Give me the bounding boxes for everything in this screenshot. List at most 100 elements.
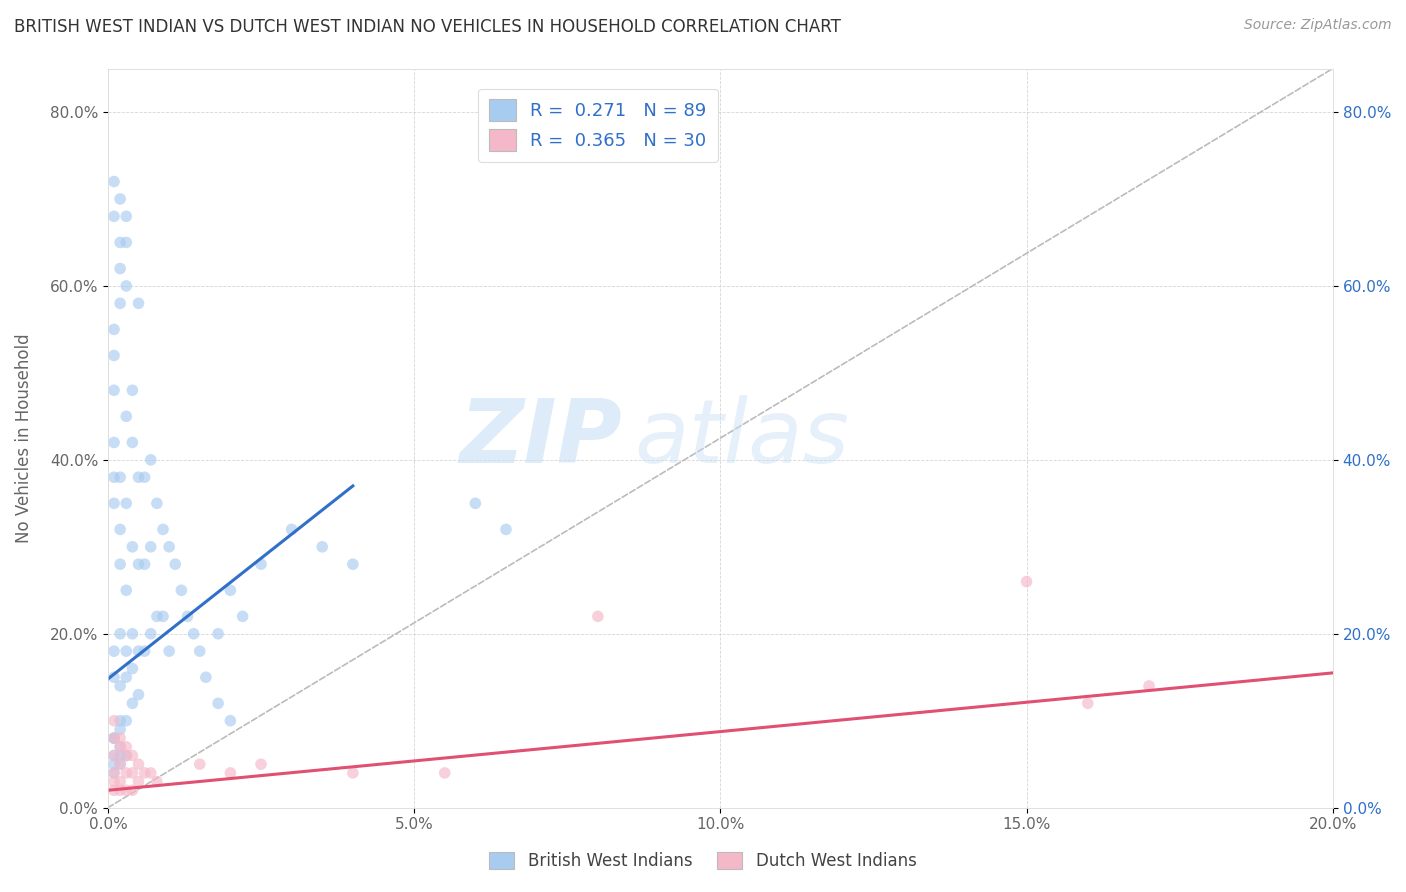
Point xyxy=(139,626,162,640)
Point xyxy=(108,261,131,276)
Point xyxy=(108,748,131,763)
Text: BRITISH WEST INDIAN VS DUTCH WEST INDIAN NO VEHICLES IN HOUSEHOLD CORRELATION CH: BRITISH WEST INDIAN VS DUTCH WEST INDIAN… xyxy=(14,18,841,36)
Point xyxy=(103,731,125,745)
Point xyxy=(115,783,138,797)
Point xyxy=(108,679,131,693)
Point xyxy=(115,644,138,658)
Point xyxy=(108,757,131,772)
Point xyxy=(115,765,138,780)
Point xyxy=(219,765,242,780)
Point xyxy=(495,523,517,537)
Point xyxy=(108,757,131,772)
Point xyxy=(108,714,131,728)
Point xyxy=(108,739,131,754)
Point xyxy=(134,558,156,572)
Point xyxy=(103,783,125,797)
Point xyxy=(103,175,125,189)
Point xyxy=(108,783,131,797)
Point xyxy=(103,349,125,363)
Point xyxy=(103,496,125,510)
Point xyxy=(115,670,138,684)
Point xyxy=(115,748,138,763)
Point xyxy=(207,626,229,640)
Point xyxy=(115,583,138,598)
Point xyxy=(115,739,138,754)
Point xyxy=(219,714,242,728)
Point xyxy=(121,435,143,450)
Point xyxy=(157,644,180,658)
Point xyxy=(121,384,143,398)
Point xyxy=(464,496,486,510)
Point xyxy=(152,609,174,624)
Point xyxy=(139,540,162,554)
Point xyxy=(128,774,150,789)
Point xyxy=(586,609,609,624)
Point xyxy=(342,765,364,780)
Point xyxy=(103,670,125,684)
Point xyxy=(115,279,138,293)
Text: ZIP: ZIP xyxy=(460,394,623,482)
Point xyxy=(103,210,125,224)
Point xyxy=(103,322,125,336)
Point xyxy=(103,731,125,745)
Point xyxy=(121,765,143,780)
Point xyxy=(146,774,169,789)
Point xyxy=(146,496,169,510)
Y-axis label: No Vehicles in Household: No Vehicles in Household xyxy=(15,334,32,543)
Point xyxy=(128,558,150,572)
Point xyxy=(128,688,150,702)
Point xyxy=(108,470,131,484)
Point xyxy=(108,558,131,572)
Point xyxy=(139,765,162,780)
Point xyxy=(103,435,125,450)
Point xyxy=(115,714,138,728)
Point xyxy=(250,757,273,772)
Point xyxy=(311,540,333,554)
Point xyxy=(342,558,364,572)
Point xyxy=(170,583,193,598)
Point xyxy=(115,409,138,424)
Point xyxy=(108,235,131,250)
Point xyxy=(1015,574,1038,589)
Point xyxy=(103,765,125,780)
Point xyxy=(1077,696,1099,710)
Point xyxy=(152,523,174,537)
Point xyxy=(103,748,125,763)
Legend: R =  0.271   N = 89, R =  0.365   N = 30: R = 0.271 N = 89, R = 0.365 N = 30 xyxy=(478,88,717,161)
Point xyxy=(108,523,131,537)
Point xyxy=(194,670,217,684)
Text: atlas: atlas xyxy=(634,395,849,481)
Point xyxy=(103,748,125,763)
Point xyxy=(157,540,180,554)
Point xyxy=(103,470,125,484)
Point xyxy=(115,235,138,250)
Point xyxy=(115,496,138,510)
Point xyxy=(232,609,254,624)
Point xyxy=(103,384,125,398)
Point xyxy=(280,523,302,537)
Legend: British West Indians, Dutch West Indians: British West Indians, Dutch West Indians xyxy=(482,845,924,877)
Point xyxy=(219,583,242,598)
Point xyxy=(108,192,131,206)
Point xyxy=(134,765,156,780)
Point xyxy=(121,626,143,640)
Point xyxy=(250,558,273,572)
Point xyxy=(108,723,131,737)
Point xyxy=(128,296,150,310)
Point xyxy=(165,558,187,572)
Point xyxy=(176,609,198,624)
Point xyxy=(103,774,125,789)
Point xyxy=(433,765,456,780)
Point xyxy=(108,296,131,310)
Point xyxy=(188,757,211,772)
Point xyxy=(134,470,156,484)
Point xyxy=(115,748,138,763)
Point xyxy=(128,470,150,484)
Text: Source: ZipAtlas.com: Source: ZipAtlas.com xyxy=(1244,18,1392,32)
Point xyxy=(146,609,169,624)
Point xyxy=(121,748,143,763)
Point xyxy=(115,210,138,224)
Point xyxy=(108,626,131,640)
Point xyxy=(103,714,125,728)
Point xyxy=(108,739,131,754)
